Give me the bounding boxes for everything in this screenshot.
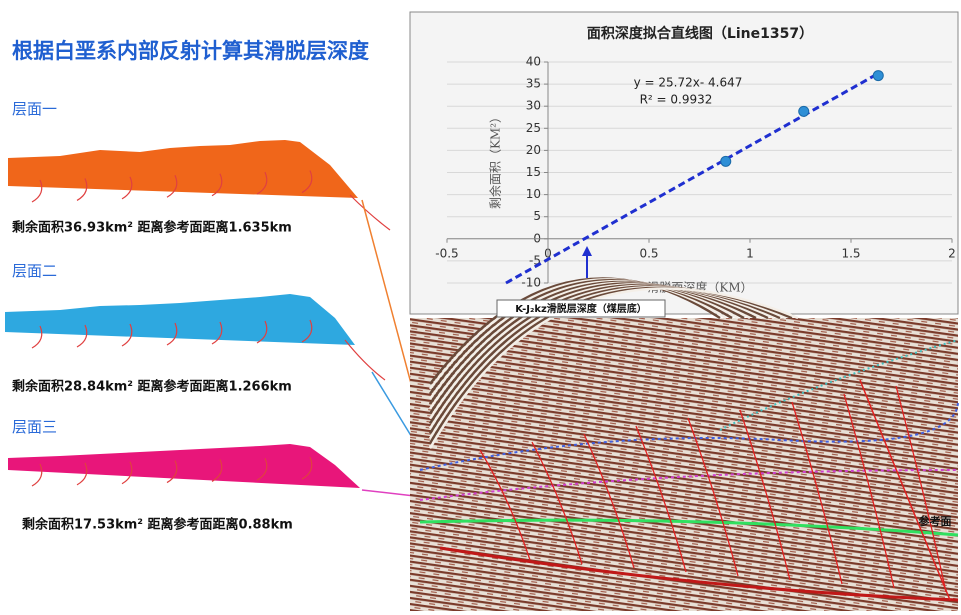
x-tick-label: -0.5 bbox=[435, 246, 458, 260]
y-tick-label: 35 bbox=[526, 77, 541, 91]
layer-shape bbox=[8, 444, 360, 488]
layer-text: 剩余面积17.53km² 距离参考面距离0.88km bbox=[22, 517, 293, 533]
y-axis-label: 剩余面积（KM²） bbox=[488, 111, 503, 209]
point bbox=[721, 156, 731, 166]
y-tick-label: 25 bbox=[526, 121, 541, 135]
y-tick-label: 5 bbox=[533, 209, 541, 223]
layer-shape bbox=[5, 294, 355, 345]
point bbox=[873, 71, 883, 81]
slide-title: 根据白垩系内部反射计算其滑脱层深度 bbox=[12, 39, 369, 63]
trend-r2: R² = 0.9932 bbox=[640, 93, 713, 107]
fault bbox=[345, 340, 385, 380]
x-tick-label: 1 bbox=[746, 246, 754, 260]
point bbox=[799, 106, 809, 116]
layer-label: 层面二 bbox=[12, 262, 57, 280]
fault bbox=[350, 195, 390, 230]
layer-shape bbox=[8, 140, 358, 198]
section-label: 参考面 bbox=[919, 514, 952, 528]
layer-text: 剩余面积28.84km² 距离参考面距离1.266km bbox=[12, 379, 292, 395]
y-tick-label: 10 bbox=[526, 187, 541, 201]
y-tick-label: -10 bbox=[521, 276, 541, 290]
layer-label: 层面三 bbox=[12, 418, 57, 436]
y-tick-label: 30 bbox=[526, 99, 541, 113]
x-tick-label: 1.5 bbox=[841, 246, 860, 260]
layer-text: 剩余面积36.93km² 距离参考面距离1.635km bbox=[12, 220, 292, 236]
layer-label: 层面一 bbox=[12, 100, 57, 118]
y-tick-label: 40 bbox=[526, 55, 541, 69]
y-tick-label: 15 bbox=[526, 165, 541, 179]
caption: K-J₂kz滑脱层深度（煤层底） bbox=[515, 302, 647, 315]
x-tick-label: 2 bbox=[948, 246, 956, 260]
y-tick-label: 20 bbox=[526, 143, 541, 157]
slide: 根据白垩系内部反射计算其滑脱层深度 面积深度拟合直线图（Line1357） -1… bbox=[0, 0, 961, 611]
chart-title: 面积深度拟合直线图（Line1357） bbox=[587, 25, 813, 42]
x-tick-label: 0.5 bbox=[639, 246, 658, 260]
trend-equation: y = 25.72x- 4.647 bbox=[634, 76, 743, 90]
